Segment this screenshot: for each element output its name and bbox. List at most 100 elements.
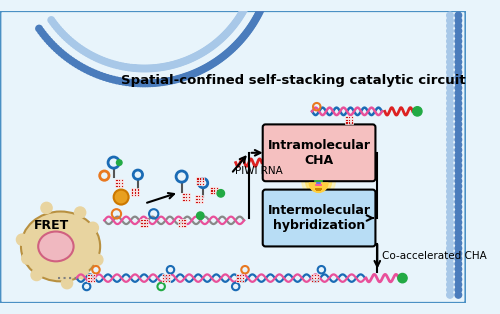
Circle shape	[455, 142, 462, 148]
Bar	[202, 177, 204, 180]
Circle shape	[193, 53, 200, 59]
Circle shape	[455, 240, 462, 246]
Circle shape	[455, 131, 462, 138]
Circle shape	[446, 183, 453, 189]
Bar	[93, 277, 95, 279]
Circle shape	[41, 202, 52, 214]
Circle shape	[178, 59, 184, 66]
Bar	[137, 191, 139, 193]
Bar	[196, 183, 198, 185]
Circle shape	[240, 35, 246, 41]
Circle shape	[446, 152, 453, 158]
Bar	[88, 280, 90, 282]
Circle shape	[258, 6, 264, 13]
Bar	[188, 193, 190, 195]
Circle shape	[156, 79, 163, 86]
Circle shape	[200, 66, 206, 72]
Circle shape	[166, 78, 172, 84]
Circle shape	[446, 12, 453, 19]
Circle shape	[224, 30, 230, 36]
Circle shape	[446, 142, 453, 148]
Circle shape	[455, 193, 462, 200]
Circle shape	[152, 80, 158, 86]
Circle shape	[159, 64, 166, 70]
Circle shape	[446, 266, 453, 272]
Circle shape	[140, 65, 146, 72]
Circle shape	[446, 240, 453, 246]
Circle shape	[126, 64, 132, 71]
Circle shape	[455, 266, 462, 272]
Circle shape	[131, 65, 138, 71]
Circle shape	[54, 24, 60, 30]
Circle shape	[87, 51, 94, 58]
Bar	[134, 191, 136, 193]
Circle shape	[74, 61, 80, 68]
Bar	[184, 219, 186, 221]
Text: Intermolecular
hybridization: Intermolecular hybridization	[268, 204, 370, 232]
Circle shape	[44, 36, 51, 42]
Circle shape	[412, 107, 422, 116]
Bar	[202, 183, 204, 185]
Circle shape	[168, 62, 174, 69]
Circle shape	[446, 126, 453, 133]
Circle shape	[446, 224, 453, 231]
Circle shape	[252, 17, 258, 23]
Bar	[311, 280, 313, 282]
Circle shape	[237, 13, 244, 19]
Circle shape	[80, 65, 86, 71]
Text: Co-accelerated CHA: Co-accelerated CHA	[382, 251, 486, 261]
Circle shape	[214, 38, 221, 45]
Circle shape	[184, 57, 190, 63]
Circle shape	[455, 255, 462, 262]
Circle shape	[446, 209, 453, 215]
Circle shape	[117, 78, 123, 84]
Circle shape	[254, 13, 261, 19]
FancyBboxPatch shape	[262, 190, 376, 246]
Circle shape	[455, 136, 462, 143]
Circle shape	[230, 22, 237, 28]
Circle shape	[446, 116, 453, 122]
Circle shape	[228, 46, 234, 53]
Circle shape	[192, 54, 198, 60]
Circle shape	[36, 25, 43, 32]
Circle shape	[50, 19, 56, 26]
Circle shape	[188, 55, 194, 62]
Circle shape	[134, 65, 140, 72]
Circle shape	[446, 281, 453, 288]
Circle shape	[174, 61, 180, 67]
Circle shape	[455, 105, 462, 112]
Circle shape	[455, 250, 462, 257]
Circle shape	[244, 29, 250, 35]
Circle shape	[126, 79, 133, 86]
Bar	[346, 122, 348, 124]
Circle shape	[57, 28, 64, 35]
Bar	[162, 274, 164, 276]
Circle shape	[446, 261, 453, 267]
Bar	[185, 196, 188, 198]
Circle shape	[148, 65, 155, 72]
Circle shape	[214, 57, 221, 64]
Circle shape	[262, 0, 268, 4]
Circle shape	[230, 23, 236, 30]
Bar	[346, 116, 348, 118]
Bar	[134, 188, 136, 191]
Bar	[121, 185, 123, 187]
Circle shape	[103, 59, 110, 65]
Circle shape	[244, 0, 250, 6]
Circle shape	[157, 64, 164, 71]
Circle shape	[206, 62, 213, 69]
Circle shape	[77, 63, 84, 69]
Circle shape	[184, 73, 191, 79]
Circle shape	[446, 245, 453, 252]
Circle shape	[446, 198, 453, 205]
Bar	[131, 191, 134, 193]
Circle shape	[248, 23, 254, 30]
Circle shape	[446, 271, 453, 278]
Circle shape	[221, 33, 228, 39]
Circle shape	[142, 65, 148, 72]
Circle shape	[238, 11, 244, 18]
Circle shape	[455, 121, 462, 127]
Bar	[201, 198, 203, 200]
Circle shape	[455, 90, 462, 96]
Circle shape	[398, 273, 407, 283]
